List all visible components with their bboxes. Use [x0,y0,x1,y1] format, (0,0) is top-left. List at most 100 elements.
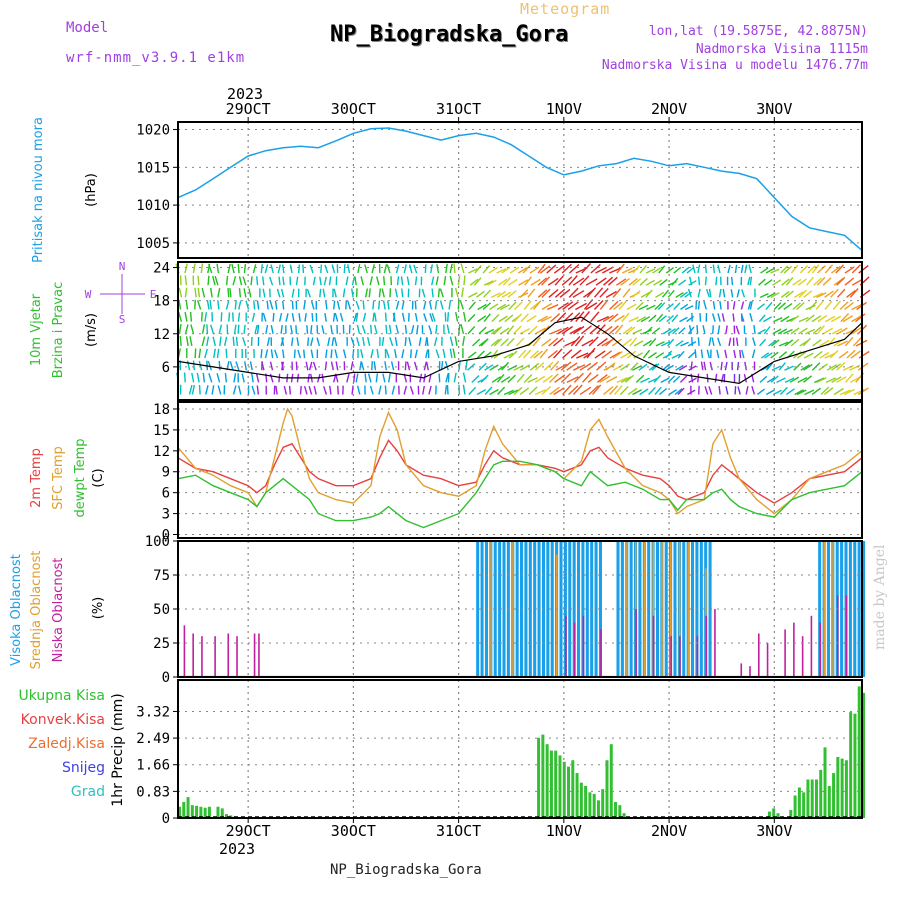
wind-barb [626,350,637,359]
precip-bar [827,785,831,818]
wind-barb [620,363,630,371]
high-cloud-bar [673,541,677,677]
wind-barb [467,326,476,335]
wind-barb [360,361,365,371]
wind-barb [214,275,219,286]
wind-barb [816,277,826,286]
wind-barb [590,263,601,274]
wind-barb [772,328,782,335]
wind-barb [620,351,631,359]
wind-barb [351,288,354,298]
high-cloud-bar [691,541,695,677]
wind-barb [204,312,208,322]
wind-barb [715,276,718,286]
wind-barb [291,312,295,322]
wind-barb [717,337,722,347]
wind-barb [792,302,801,311]
low-cloud-bar [836,595,839,677]
wind-barb [542,374,553,383]
wind-barb [295,361,298,371]
wind-barb [179,336,182,346]
wind-barb [596,315,609,323]
wind-barb [661,341,671,347]
wind-barb [408,264,413,274]
wind-barb [609,267,621,274]
wind-barb [413,361,418,371]
wind-barb [759,375,768,383]
wind-barb [644,326,653,335]
wind-barb [566,376,579,383]
wind-barb [777,302,786,310]
wind-barb [734,264,738,274]
low-cloud-bar [801,636,804,677]
year-bottom-label: 2023 [219,840,255,858]
wind-barb [576,352,589,359]
wind-barb [238,385,242,395]
wind-barb [758,314,766,323]
wind-barb [468,301,476,310]
wind-barb [242,337,247,347]
wind-barb [502,277,511,286]
wind-barb [850,350,861,359]
wind-barb [616,376,628,383]
low-cloud-bar [214,636,216,677]
wind-barb [784,339,794,347]
wind-barb [208,373,213,383]
wind-barb [394,349,397,359]
wind-barb [483,289,492,298]
wind-barb [567,301,579,311]
wind-barb [477,315,487,323]
wind-barb [211,385,215,395]
ytick-label: 25 [153,636,170,652]
wind-barb [459,299,465,310]
high-cloud-bar [616,541,620,677]
wind-barb [633,352,643,359]
wind-barb [665,303,674,311]
wind-barb [306,325,309,334]
wind-barb [667,338,675,347]
wind-barb [410,349,412,359]
wind-barb [324,361,328,371]
wind-barb [609,300,619,310]
wind-barb [582,372,592,383]
wind-barb [749,313,753,322]
wind-barb [675,364,684,371]
wind-barb [733,349,737,359]
precip-bar [190,805,194,818]
high-cloud-bar [638,541,642,677]
wind-barb [844,373,854,383]
wind-barb [433,337,438,347]
wind-barb [766,362,774,371]
wind-barb [350,337,355,347]
wind-barb [290,325,293,334]
wind-barb [376,349,380,359]
wind-barb [838,350,849,359]
wind-barb [507,374,516,383]
wind-barb [724,361,728,371]
wind-barb [568,275,578,286]
temperature-panel [177,401,863,539]
wind-barb [178,287,183,298]
wind-barb [496,268,507,274]
wind-barb [824,290,834,298]
wind-barb [413,264,418,274]
wind-barb [836,361,846,371]
wind-barb [527,288,536,298]
wind-barb [463,275,466,286]
wind-barb [430,264,433,274]
low-cloud-bar [227,633,230,677]
wind-barb [807,265,816,274]
wind-barb [196,372,200,383]
wind-barb [668,389,678,396]
wind-barb [198,360,203,371]
wind-barb [364,373,367,383]
wind-barb [404,337,407,346]
wind-barb [200,312,203,322]
precip-bar [558,755,562,818]
wind-barb [428,325,433,334]
wind-barb [444,360,449,371]
wind-barb [764,352,773,359]
wind-barb [319,288,322,298]
wind-barb [708,288,712,298]
precip-bar [571,760,575,818]
